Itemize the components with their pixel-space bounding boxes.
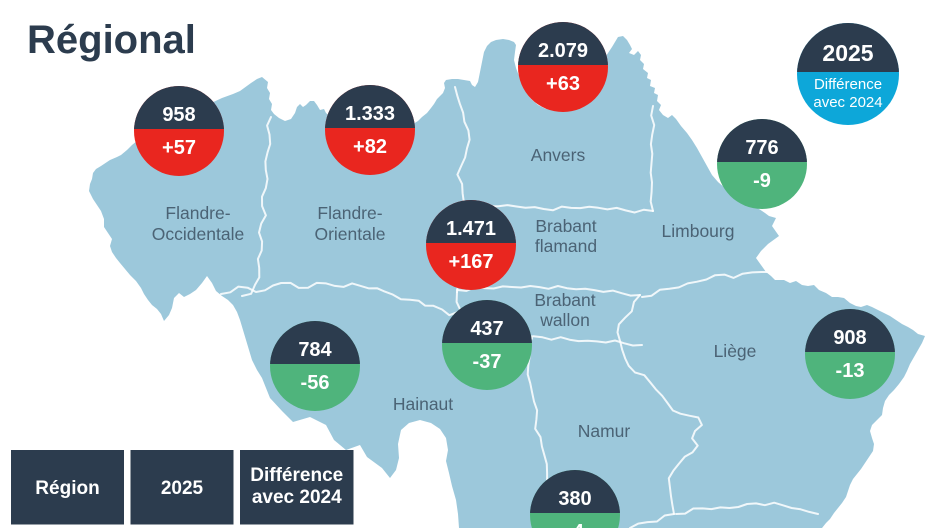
svg-text:flamand: flamand <box>535 236 597 256</box>
svg-text:Différence: Différence <box>250 465 343 486</box>
svg-text:Occidentale: Occidentale <box>152 224 244 244</box>
svg-text:908: 908 <box>833 327 866 349</box>
svg-text:Brabant: Brabant <box>534 290 595 310</box>
svg-text:+82: +82 <box>353 136 387 158</box>
svg-text:Orientale: Orientale <box>314 224 385 244</box>
svg-text:-9: -9 <box>753 170 771 192</box>
svg-text:1.333: 1.333 <box>345 103 395 125</box>
svg-text:2025: 2025 <box>161 478 204 499</box>
svg-text:2.079: 2.079 <box>538 40 588 62</box>
svg-text:Anvers: Anvers <box>531 145 586 165</box>
svg-text:+63: +63 <box>546 73 580 95</box>
svg-text:Namur: Namur <box>578 421 631 441</box>
svg-text:-56: -56 <box>301 372 330 394</box>
svg-text:-37: -37 <box>473 351 502 373</box>
svg-text:Flandre-: Flandre- <box>165 203 230 223</box>
svg-text:1.471: 1.471 <box>446 218 496 240</box>
svg-text:-4: -4 <box>566 521 585 528</box>
svg-text:+57: +57 <box>162 137 196 159</box>
svg-text:Différence: Différence <box>814 76 882 93</box>
svg-text:Flandre-: Flandre- <box>317 203 382 223</box>
svg-text:avec 2024: avec 2024 <box>813 94 882 111</box>
svg-text:776: 776 <box>745 137 778 159</box>
svg-text:Brabant: Brabant <box>535 216 596 236</box>
svg-text:Régional: Régional <box>27 18 196 62</box>
svg-text:Région: Région <box>35 478 99 499</box>
svg-text:+167: +167 <box>448 251 493 273</box>
svg-text:wallon: wallon <box>539 310 590 330</box>
svg-text:Hainaut: Hainaut <box>393 394 453 414</box>
svg-text:437: 437 <box>470 318 503 340</box>
svg-text:380: 380 <box>558 488 591 510</box>
svg-text:Limbourg: Limbourg <box>662 221 735 241</box>
svg-text:784: 784 <box>298 339 332 361</box>
svg-text:2025: 2025 <box>822 40 873 66</box>
svg-text:958: 958 <box>162 104 195 126</box>
svg-text:Liège: Liège <box>714 341 757 361</box>
svg-text:avec 2024: avec 2024 <box>252 487 342 508</box>
svg-text:-13: -13 <box>836 360 865 382</box>
